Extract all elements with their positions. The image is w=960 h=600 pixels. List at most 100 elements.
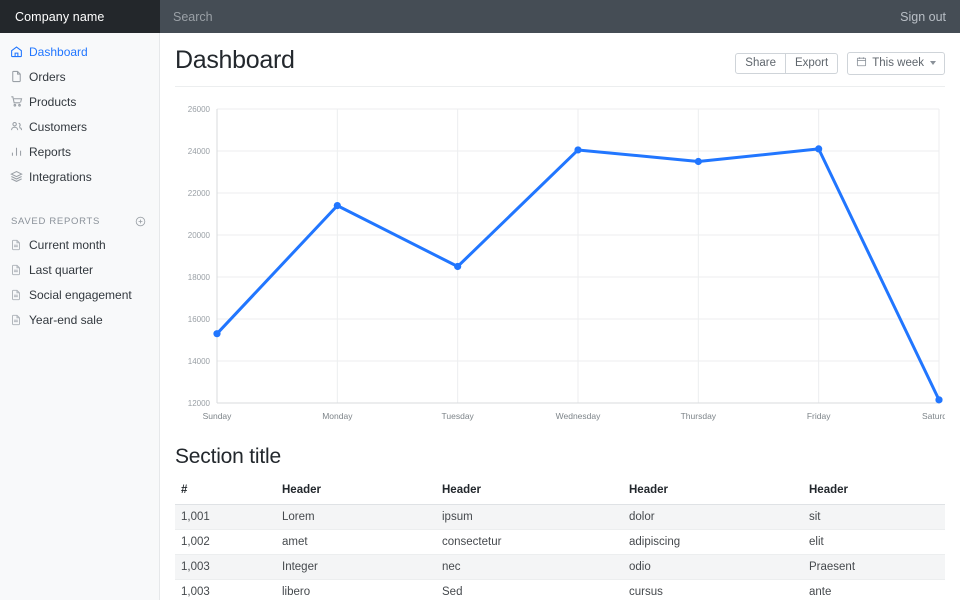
- saved-report-label: Social engagement: [29, 287, 132, 302]
- data-point[interactable]: [454, 262, 462, 271]
- sidebar-item-dashboard[interactable]: Dashboard: [0, 39, 159, 64]
- saved-report-label: Year-end sale: [29, 312, 103, 327]
- data-point[interactable]: [333, 202, 341, 210]
- table-row[interactable]: 1,001 Lorem ipsum dolor sit: [175, 504, 945, 530]
- table-row[interactable]: 1,003 Integer nec odio Praesent: [175, 554, 945, 580]
- column-header-id: #: [175, 480, 276, 505]
- table-cell: dolor: [623, 504, 803, 530]
- date-range-label: This week: [872, 57, 924, 69]
- chevron-down-icon: [930, 61, 936, 65]
- column-header-a: Header: [276, 480, 436, 505]
- calendar-icon: [856, 56, 867, 70]
- file-icon: [10, 264, 29, 276]
- x-axis-tick-label: Saturday: [922, 411, 945, 421]
- data-point[interactable]: [694, 157, 702, 166]
- date-range-dropdown[interactable]: This week: [847, 52, 945, 75]
- file-icon: [10, 289, 29, 301]
- y-axis-tick-label: 12000: [188, 399, 211, 408]
- x-axis-tick-label: Monday: [322, 411, 353, 421]
- table-cell: amet: [276, 529, 436, 555]
- y-axis-tick-label: 22000: [188, 189, 211, 198]
- table-cell: consectetur: [436, 529, 623, 555]
- y-axis-tick-label: 26000: [188, 105, 211, 114]
- sidebar-item-integrations[interactable]: Integrations: [0, 164, 159, 189]
- table-cell: Sed: [436, 579, 623, 600]
- table-cell: odio: [623, 554, 803, 580]
- sidebar: Dashboard Orders Products Customers Repo: [0, 33, 160, 600]
- page-header: Dashboard Share Export This week: [175, 33, 945, 87]
- brand-title: Company name: [0, 0, 160, 33]
- y-axis-tick-label: 14000: [188, 357, 211, 366]
- table-cell: Lorem: [276, 504, 436, 530]
- table-cell: 1,003: [175, 554, 276, 580]
- table-cell: sit: [803, 504, 945, 530]
- top-bar: Company name Sign out: [0, 0, 960, 33]
- table-cell: libero: [276, 579, 436, 600]
- table-row[interactable]: 1,002 amet consectetur adipiscing elit: [175, 529, 945, 555]
- table-cell: ipsum: [436, 504, 623, 530]
- y-axis-tick-label: 24000: [188, 147, 211, 156]
- section-title: Section title: [175, 445, 281, 468]
- export-button[interactable]: Export: [785, 53, 839, 74]
- main-content: Dashboard Share Export This week 12000 14…: [160, 33, 960, 600]
- column-header-c: Header: [623, 480, 803, 505]
- saved-report-label: Current month: [29, 237, 106, 252]
- chart-container: 12000 14000 16000 18000 20000 22000 24000 26000…: [175, 87, 945, 431]
- table-cell: 1,002: [175, 529, 276, 555]
- table-cell: 1,001: [175, 504, 276, 530]
- sidebar-item-customers[interactable]: Customers: [0, 114, 159, 139]
- table-cell: Integer: [276, 554, 436, 580]
- table-cell: ante: [803, 579, 945, 600]
- search-input[interactable]: [160, 0, 887, 33]
- sidebar-item-label: Orders: [29, 69, 66, 84]
- layers-icon: [10, 170, 29, 183]
- page-title: Dashboard: [175, 46, 295, 74]
- sidebar-item-reports[interactable]: Reports: [0, 139, 159, 164]
- sidebar-item-products[interactable]: Products: [0, 89, 159, 114]
- sidebar-item-label: Reports: [29, 144, 72, 159]
- data-table: # Header Header Header Header 1,001 Lorem…: [175, 480, 945, 600]
- y-axis-tick-label: 20000: [188, 231, 211, 240]
- saved-report-item[interactable]: Current month: [0, 232, 159, 257]
- saved-report-item[interactable]: Year-end sale: [0, 307, 159, 332]
- y-axis-tick-label: 18000: [188, 273, 211, 282]
- plus-circle-icon[interactable]: [135, 216, 146, 227]
- saved-reports-heading: SAVED REPORTS: [11, 215, 100, 227]
- table-row[interactable]: 1,003 libero Sed cursus ante: [175, 579, 945, 600]
- data-point[interactable]: [935, 396, 943, 404]
- saved-report-item[interactable]: Social engagement: [0, 282, 159, 307]
- table-cell: adipiscing: [623, 529, 803, 555]
- sidebar-item-label: Integrations: [29, 169, 92, 184]
- table-cell: 1,003: [175, 579, 276, 600]
- file-icon: [10, 70, 29, 83]
- saved-reports-header: SAVED REPORTS: [0, 210, 159, 232]
- file-icon: [10, 239, 29, 251]
- y-axis-tick-label: 16000: [188, 315, 211, 324]
- table-header-row: # Header Header Header Header: [175, 480, 945, 505]
- table-head: # Header Header Header Header: [175, 480, 945, 505]
- table-cell: nec: [436, 554, 623, 580]
- data-point[interactable]: [574, 146, 582, 154]
- x-axis-tick-label: Friday: [807, 411, 831, 421]
- sidebar-item-label: Products: [29, 94, 77, 109]
- x-axis-tick-label: Thursday: [681, 411, 717, 421]
- share-button[interactable]: Share: [735, 53, 786, 74]
- x-axis-tick-label: Wednesday: [556, 411, 601, 421]
- x-axis-tick-label: Sunday: [203, 411, 233, 421]
- home-icon: [10, 45, 29, 58]
- sign-out-button[interactable]: Sign out: [900, 9, 946, 24]
- people-icon: [10, 120, 29, 133]
- table-cell: elit: [803, 529, 945, 555]
- file-icon: [10, 314, 29, 326]
- data-point[interactable]: [213, 330, 221, 338]
- sidebar-item-orders[interactable]: Orders: [0, 64, 159, 89]
- x-axis-tick-label: Tuesday: [442, 411, 475, 421]
- table-body: 1,001 Lorem ipsum dolor sit 1,002 amet consecte…: [175, 504, 945, 600]
- table-cell: cursus: [623, 579, 803, 600]
- search-container: [160, 0, 887, 33]
- saved-report-label: Last quarter: [29, 262, 94, 277]
- sidebar-item-label: Customers: [29, 119, 88, 134]
- saved-report-item[interactable]: Last quarter: [0, 257, 159, 282]
- data-point[interactable]: [815, 145, 823, 153]
